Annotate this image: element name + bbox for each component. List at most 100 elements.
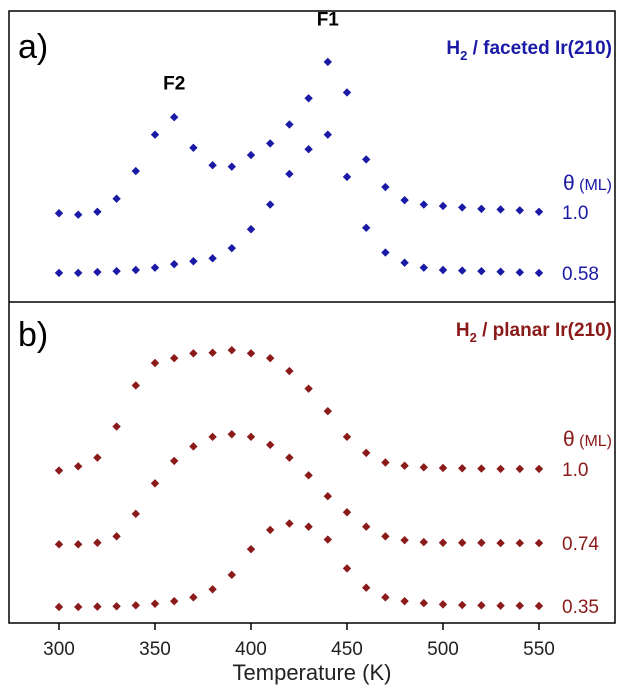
data-point (227, 162, 236, 171)
data-point (189, 593, 198, 602)
data-point (112, 194, 121, 203)
data-point (74, 210, 83, 219)
coverage-label: 0.58 (562, 264, 599, 285)
data-point (150, 599, 160, 608)
data-point (496, 267, 505, 276)
panel-a-title-subscript: 2 (460, 48, 467, 63)
data-point (131, 381, 140, 390)
data-point (419, 263, 428, 272)
data-point (112, 532, 121, 541)
data-point (438, 600, 448, 609)
data-point (54, 268, 64, 278)
data-point (362, 155, 371, 164)
data-point (304, 145, 313, 154)
data-point (419, 598, 428, 608)
data-point (93, 453, 102, 462)
data-point (74, 268, 83, 278)
data-point (208, 161, 217, 170)
panel-b-title: H2 / planar Ir(210) (456, 320, 612, 345)
data-point (342, 88, 352, 97)
data-point (496, 205, 505, 214)
data-point (150, 479, 160, 488)
data-point (227, 430, 236, 439)
data-point (323, 535, 332, 544)
coverage-label: 0.35 (562, 597, 599, 618)
panel-b-theta-symbol: θ (563, 428, 575, 451)
coverage-label: 0.74 (562, 534, 599, 555)
panel-a-title: H2 / faceted Ir(210) (446, 38, 612, 63)
data-point (381, 248, 390, 257)
data-point (342, 432, 352, 442)
data-point (381, 182, 390, 192)
data-point (170, 596, 179, 606)
x-axis-label: Temperature (K) (233, 660, 392, 685)
data-point (170, 456, 179, 466)
data-point (285, 519, 294, 528)
data-point (400, 461, 409, 470)
x-tick-label: 400 (235, 639, 267, 660)
data-point (534, 601, 544, 611)
data-point (74, 602, 83, 612)
data-point (323, 57, 332, 67)
data-point (170, 113, 179, 122)
x-tick-label: 300 (43, 639, 75, 660)
data-point (419, 537, 428, 547)
data-point (458, 266, 467, 275)
panel-a-theta-unit: (ML) (575, 177, 612, 194)
data-point (362, 583, 371, 592)
data-point (419, 463, 428, 472)
data-point (227, 570, 236, 580)
data-point (93, 538, 102, 547)
data-point (246, 150, 256, 160)
data-point (400, 195, 409, 205)
peak-label: F1 (317, 10, 340, 31)
data-point (112, 422, 121, 431)
chart-marks: 300 350 400 450 500 550 1.0 0.58 F1 F2 1.0 0.74 0.35 (43, 10, 599, 660)
data-point (515, 601, 524, 610)
data-point (150, 263, 160, 272)
data-point (438, 463, 448, 473)
data-point (246, 225, 256, 234)
data-point (515, 538, 524, 548)
data-point (534, 538, 544, 548)
data-point (54, 540, 64, 549)
data-point (515, 268, 524, 277)
data-point (189, 349, 198, 358)
data-point (381, 458, 390, 467)
panel-b-title-prefix: H (456, 320, 470, 341)
data-point (112, 266, 121, 276)
data-point (362, 522, 371, 531)
data-point (342, 172, 352, 182)
data-point (458, 203, 467, 212)
data-point (381, 532, 390, 541)
data-point (227, 243, 236, 253)
x-tick-label: 350 (139, 639, 171, 660)
data-point (362, 448, 371, 458)
data-point (285, 453, 294, 462)
data-point (131, 265, 140, 275)
data-point (304, 522, 313, 531)
data-point (496, 601, 505, 610)
data-point (266, 139, 275, 148)
data-point (246, 432, 256, 442)
panel-a-theta-symbol: θ (563, 172, 575, 195)
data-point (285, 366, 294, 376)
data-point (170, 259, 179, 269)
panel-a-title-suffix: / faceted Ir(210) (467, 38, 612, 59)
data-point (266, 200, 275, 209)
data-point (93, 602, 102, 611)
data-point (150, 130, 160, 139)
data-point (323, 130, 332, 139)
peak-label: F2 (163, 74, 185, 95)
data-point (496, 538, 505, 548)
panel-b-theta-unit: (ML) (575, 433, 612, 450)
data-point (496, 464, 505, 474)
data-point (208, 348, 217, 357)
data-point (458, 464, 467, 473)
data-point (266, 525, 275, 535)
data-point (150, 358, 160, 368)
data-point (477, 464, 486, 473)
coverage-label: 1.0 (562, 460, 588, 481)
data-point (112, 602, 121, 611)
